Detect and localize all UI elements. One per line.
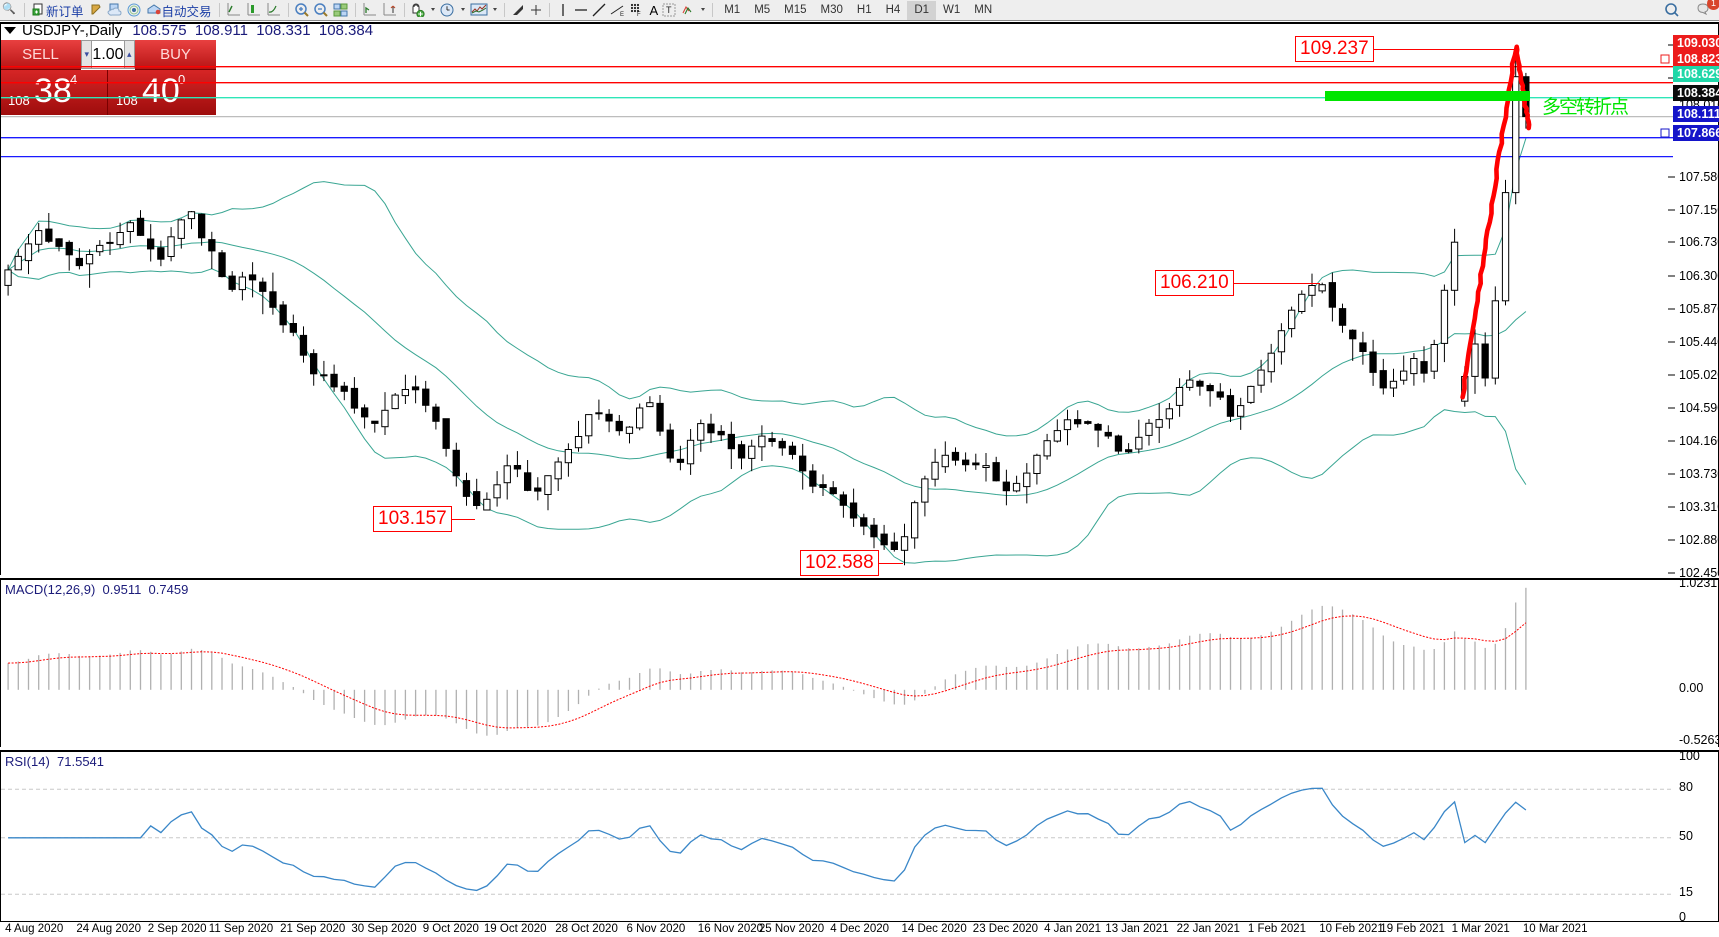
svg-text:T: T: [666, 5, 672, 15]
svg-text:E: E: [620, 12, 624, 17]
svg-text:F: F: [637, 12, 641, 17]
